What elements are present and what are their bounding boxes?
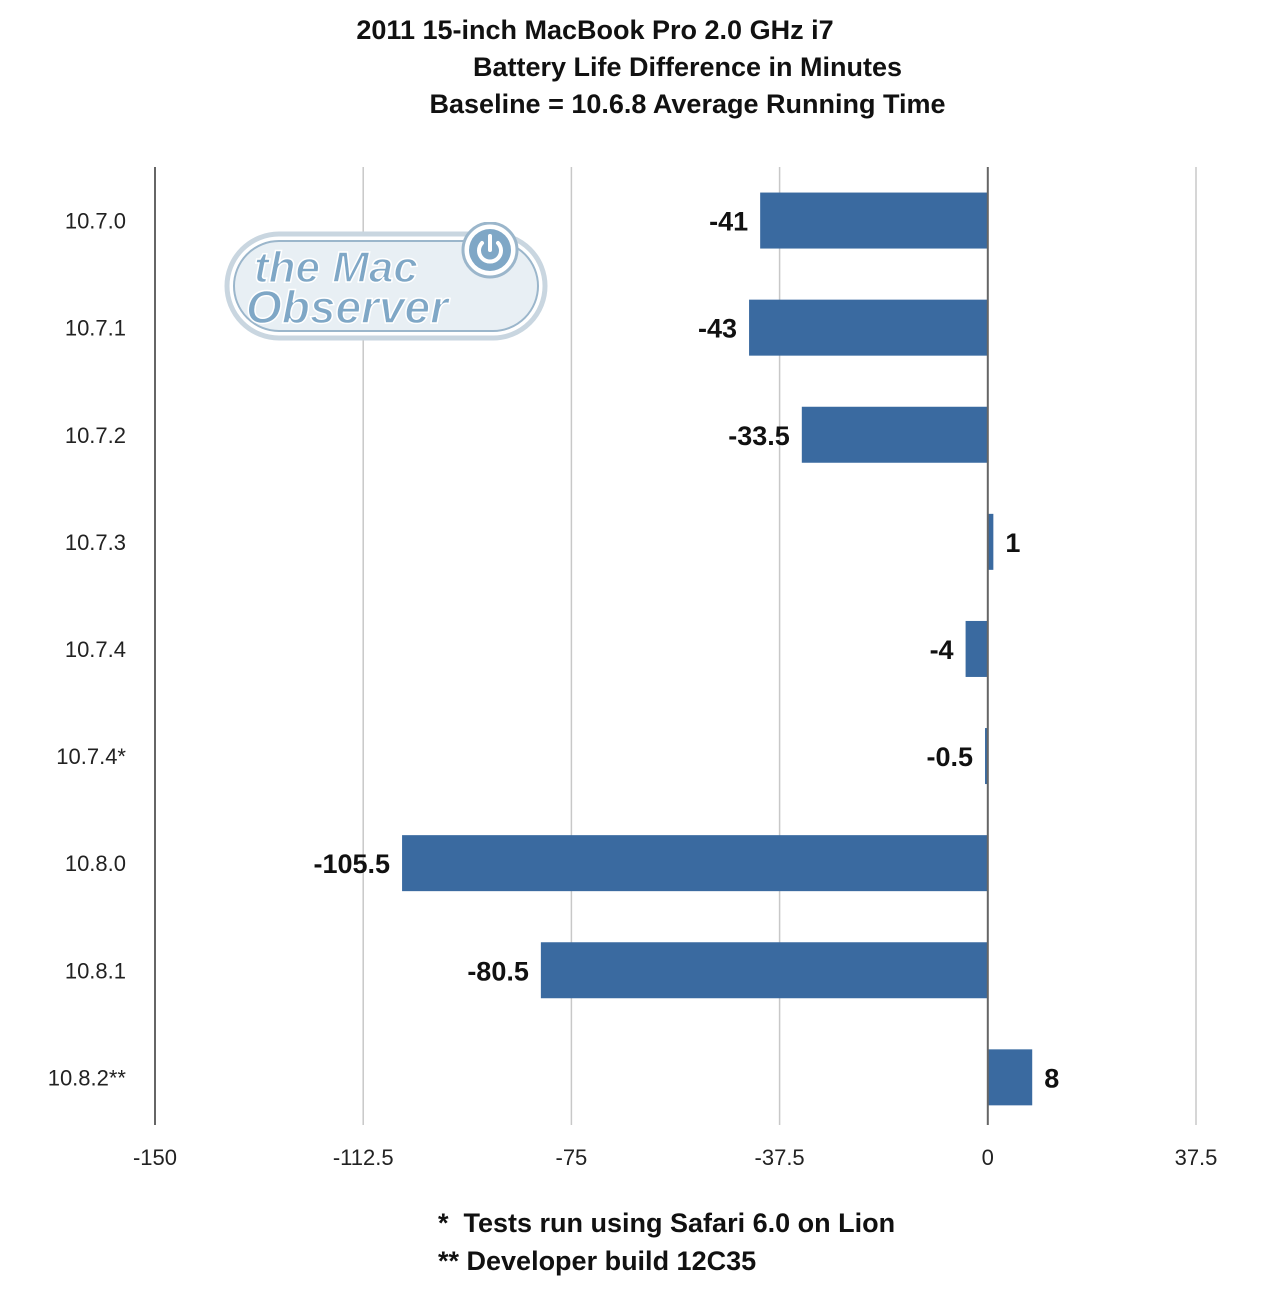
bar: [985, 728, 988, 785]
bar: [801, 406, 988, 463]
chart-title-block: 2011 15-inch MacBook Pro 2.0 GHz i7 Batt…: [0, 12, 1280, 123]
bar-value-label: 1: [1005, 528, 1020, 558]
chart-title: 2011 15-inch MacBook Pro 2.0 GHz i7: [356, 15, 834, 45]
bar-value-label: -0.5: [926, 742, 973, 772]
y-category-label: 10.7.1: [65, 316, 126, 341]
bar: [987, 513, 994, 570]
bar: [987, 1049, 1033, 1106]
bar-value-label: -43: [698, 314, 737, 344]
footnote-developer-build: ** Developer build 12C35: [438, 1246, 757, 1276]
y-category-label: 10.7.4: [65, 637, 126, 662]
x-tick-label: -112.5: [333, 1145, 394, 1170]
chart-subtitle: Battery Life Difference in Minutes: [472, 52, 903, 82]
chart-subtitle-baseline: Baseline = 10.6.8 Average Running Time: [429, 89, 946, 119]
watermark-pill: [233, 240, 539, 332]
y-category-label: 10.7.4*: [56, 744, 126, 769]
bar-value-label: -33.5: [728, 421, 790, 451]
y-category-label: 10.8.1: [65, 958, 126, 983]
bar-value-label: -105.5: [314, 849, 391, 879]
footnote-safari: * Tests run using Safari 6.0 on Lion: [438, 1208, 896, 1238]
y-category-label: 10.7.0: [65, 209, 126, 234]
bar-value-label: 8: [1044, 1063, 1059, 1093]
x-tick-label: -75: [556, 1145, 588, 1170]
x-tick-label: 37.5: [1175, 1145, 1218, 1170]
bar: [749, 299, 988, 356]
watermark-text-line2: Observer: [246, 281, 450, 333]
bar: [540, 942, 988, 999]
x-tick-label: -150: [133, 1145, 177, 1170]
power-icon: [461, 222, 519, 279]
bar-value-label: -4: [930, 635, 954, 665]
bar: [965, 620, 988, 677]
bar: [760, 192, 988, 249]
watermark-text-line1: the Mac: [254, 243, 418, 292]
bar-value-label: -41: [709, 207, 748, 237]
watermark-logo: the Mac Observer: [224, 222, 548, 341]
y-category-label: 10.8.2**: [48, 1065, 127, 1090]
x-tick-label: 0: [982, 1145, 994, 1170]
x-tick-label: -37.5: [755, 1145, 805, 1170]
y-category-label: 10.8.0: [65, 851, 126, 876]
bar: [402, 835, 988, 892]
y-category-label: 10.7.3: [65, 530, 126, 555]
bar-value-label: -80.5: [467, 956, 529, 986]
y-category-label: 10.7.2: [65, 423, 126, 448]
